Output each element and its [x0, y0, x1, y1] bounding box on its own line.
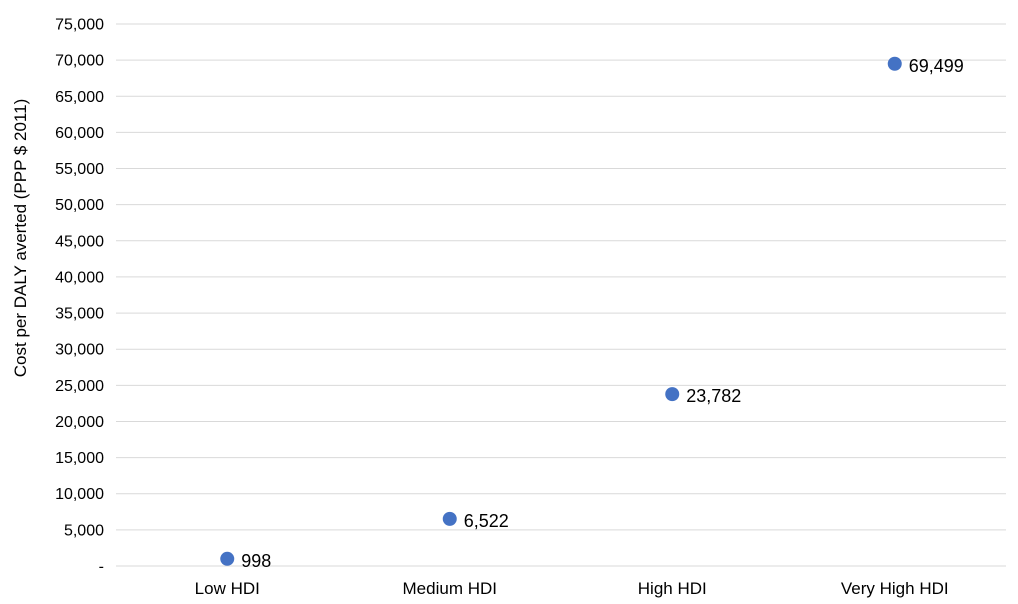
y-tick-label: 25,000 — [55, 378, 104, 395]
y-tick-label: 50,000 — [55, 197, 104, 214]
data-point — [665, 387, 680, 402]
data-label: 6,522 — [464, 511, 509, 531]
data-label: 998 — [241, 551, 271, 571]
data-point — [887, 56, 902, 71]
data-labels: 998 6,522 23,782 69,499 — [241, 56, 964, 571]
y-tick-label: 30,000 — [55, 342, 104, 359]
y-tick-label: 5,000 — [64, 522, 104, 539]
x-tick-label: Very High HDI — [841, 579, 949, 598]
y-tick-label: 75,000 — [55, 17, 104, 34]
x-axis-ticks: Low HDI Medium HDI High HDI Very High HDI — [195, 579, 949, 598]
y-tick-label: 15,000 — [55, 450, 104, 467]
y-tick-label: 35,000 — [55, 306, 104, 323]
data-point — [220, 551, 235, 566]
y-tick-label: 20,000 — [55, 414, 104, 431]
y-tick-label: 65,000 — [55, 89, 104, 106]
gridlines — [116, 23, 1006, 567]
x-tick-label: Low HDI — [195, 579, 260, 598]
x-tick-label: Medium HDI — [403, 579, 497, 598]
data-label: 23,782 — [686, 386, 741, 406]
y-tick-label: 70,000 — [55, 53, 104, 70]
data-label: 69,499 — [909, 56, 964, 76]
y-tick-label: 40,000 — [55, 269, 104, 286]
y-tick-label: 60,000 — [55, 125, 104, 142]
y-tick-label: 55,000 — [55, 161, 104, 178]
y-axis-title: Cost per DALY averted (PPP $ 2011) — [11, 99, 30, 377]
data-point — [442, 511, 457, 526]
x-tick-label: High HDI — [638, 579, 707, 598]
y-tick-label: 10,000 — [55, 486, 104, 503]
y-tick-label: 45,000 — [55, 233, 104, 250]
data-points — [220, 56, 902, 566]
y-axis-ticks: - 5,000 10,000 15,000 20,000 25,000 30,000 35,0… — [55, 17, 104, 576]
y-tick-label: - — [99, 559, 104, 576]
